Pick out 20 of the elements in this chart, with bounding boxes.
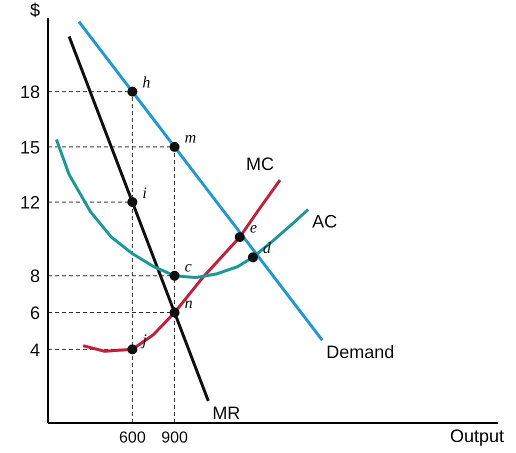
annotation: m (184, 130, 196, 147)
y-tick-label: 12 (20, 192, 40, 212)
series-label: Demand (326, 342, 394, 362)
annotation: c (184, 258, 192, 276)
y-tick-label: 18 (20, 82, 40, 102)
x-axis-title: Output (450, 426, 504, 447)
annotation: e (250, 220, 257, 237)
x-tick-label: 600 (119, 429, 146, 446)
y-axis-title: $ (30, 0, 40, 21)
annotation: n (184, 295, 193, 312)
y-tick-label: 6 (30, 302, 40, 323)
y-tick-label: 4 (30, 340, 40, 360)
annotation: h (142, 74, 150, 92)
series-label: AC (312, 211, 338, 232)
series-label: MC (246, 154, 274, 174)
series-label: MR (212, 402, 240, 423)
x-tick-label: 900 (161, 429, 188, 446)
y-tick-label: 15 (20, 137, 40, 158)
y-tick-label: 8 (30, 266, 40, 286)
annotation: i (142, 184, 147, 202)
